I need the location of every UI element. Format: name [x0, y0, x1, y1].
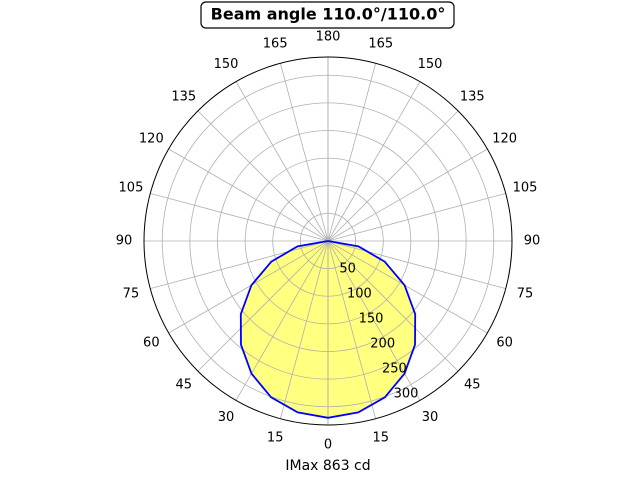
theta-tick-label: 45 — [464, 378, 481, 393]
theta-tick-label: 45 — [175, 378, 192, 393]
grid-spoke — [168, 148, 329, 242]
r-tick-label: 250 — [382, 362, 407, 377]
grid-spoke — [327, 110, 459, 242]
grid-spoke — [327, 148, 488, 242]
r-tick-label: 200 — [370, 337, 395, 352]
theta-tick-label: 135 — [171, 89, 196, 104]
grid-spoke — [197, 110, 329, 242]
beam-line — [239, 240, 417, 419]
outer-circle — [143, 56, 513, 426]
theta-tick-label: 165 — [368, 36, 393, 51]
theta-tick-label: 60 — [143, 336, 160, 351]
theta-tick-label: 75 — [517, 286, 534, 301]
r-tick-label: 50 — [339, 262, 356, 277]
x-axis-label: IMax 863 cd — [285, 458, 370, 474]
grid-spoke — [197, 240, 329, 372]
theta-tick-label: 105 — [513, 181, 538, 196]
theta-tick-label: 30 — [422, 410, 439, 425]
theta-tick-label: 135 — [460, 89, 485, 104]
theta-tick-label: 180 — [316, 30, 341, 45]
grid-spoke — [327, 240, 506, 290]
theta-tick-label: 60 — [496, 336, 513, 351]
grid-spoke — [235, 81, 329, 242]
r-tick-label: 150 — [359, 312, 384, 327]
chart-title: Beam angle 110.0°/110.0° — [211, 5, 446, 24]
r-tick-label: 100 — [347, 287, 372, 302]
grid-spoke — [327, 240, 488, 334]
theta-tick-label: 150 — [214, 57, 239, 72]
grid-spoke — [327, 240, 459, 372]
theta-tick-label: 15 — [267, 431, 284, 446]
theta-tick-label: 15 — [373, 431, 390, 446]
grid-spoke — [327, 240, 377, 419]
grid-spoke — [150, 240, 329, 290]
r-tick-label: 300 — [394, 387, 419, 402]
theta-tick-label: 75 — [123, 286, 140, 301]
theta-tick-label: 30 — [218, 410, 235, 425]
grid-spoke — [279, 63, 329, 242]
grid-spoke — [168, 240, 329, 334]
theta-tick-label: 165 — [263, 36, 288, 51]
theta-tick-label: 105 — [119, 181, 144, 196]
grid-spoke — [327, 81, 421, 242]
theta-tick-label: 90 — [524, 234, 541, 249]
theta-tick-label: 90 — [116, 234, 133, 249]
theta-tick-label: 150 — [418, 57, 443, 72]
title-box — [200, 1, 455, 29]
grid-spoke — [150, 192, 329, 242]
grid-spoke — [279, 240, 329, 419]
grid-spoke — [327, 63, 377, 242]
theta-tick-label: 0 — [324, 438, 332, 453]
grid-spoke — [327, 192, 506, 242]
theta-tick-label: 120 — [139, 132, 164, 147]
theta-tick-label: 120 — [492, 132, 517, 147]
